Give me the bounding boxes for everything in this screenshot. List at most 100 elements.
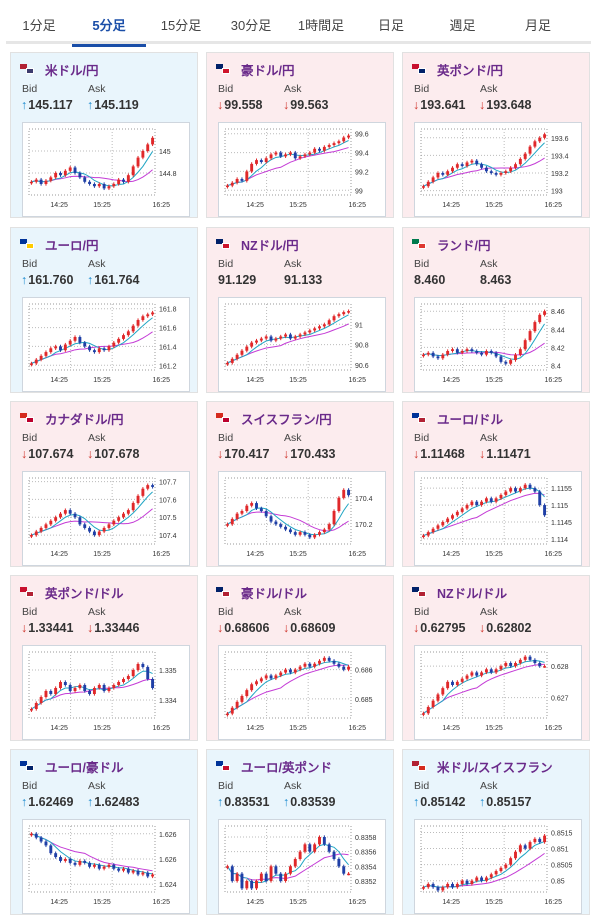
pair-card[interactable]: 米ドル/円 Bid Ask ↑145.117 ↑145.119 145 144.8… <box>10 52 198 218</box>
ask-arrow-icon: ↓ <box>87 447 94 461</box>
pair-name-link[interactable]: ランド/円 <box>437 238 491 253</box>
y-tick-label: 8.4 <box>551 363 561 370</box>
candle <box>288 866 292 874</box>
plot-frame <box>420 128 548 196</box>
pair-name-link[interactable]: 豪ドル/円 <box>241 63 295 78</box>
pair-name-link[interactable]: 英ポンド/円 <box>437 63 503 78</box>
pair-name-link[interactable]: ユーロ/豪ドル <box>45 760 124 775</box>
pair-card[interactable]: NZドル/円 Bid Ask 91.129 91.133 91 90.8 90.6 1… <box>206 227 394 393</box>
pair-card[interactable]: スイスフラン/円 Bid Ask ↓170.417 ↓170.433 170.4… <box>206 401 394 567</box>
tab-5min[interactable]: 5分足 <box>72 8 146 47</box>
candle <box>54 517 58 521</box>
candle <box>112 520 116 525</box>
candle <box>269 154 273 159</box>
candle <box>489 874 493 878</box>
x-tick-label: 16:25 <box>544 377 562 384</box>
moving-average-long <box>227 853 349 881</box>
pair-name-link[interactable]: NZドル/円 <box>241 238 299 253</box>
mini-candle-chart[interactable]: 1.335 1.334 14:25 15:25 16:25 <box>22 645 190 740</box>
x-tick-label: 16:25 <box>544 202 562 209</box>
mini-candle-chart[interactable]: 99.6 99.4 99.2 99 14:25 15:25 16:25 <box>218 122 386 217</box>
mini-candle-chart[interactable]: 170.4 170.2 14:25 15:25 16:25 <box>218 471 386 566</box>
candle <box>259 678 263 682</box>
mini-candle-chart[interactable]: 1.626 1.626 1.624 14:25 15:25 16:25 <box>22 819 190 914</box>
pair-header: NZドル/ドル <box>412 583 507 601</box>
mini-candle-chart[interactable]: 145 144.8 14:25 15:25 16:25 <box>22 122 190 217</box>
pair-card[interactable]: 豪ドル/円 Bid Ask ↓99.558 ↓99.563 99.6 99.4 99… <box>206 52 394 218</box>
y-tick-label: 144.8 <box>159 171 177 178</box>
pair-name-link[interactable]: 豪ドル/ドル <box>241 586 307 601</box>
pair-card[interactable]: ユーロ/英ポンド Bid Ask ↑0.83531 ↑0.83539 0.835… <box>206 749 394 915</box>
candle <box>146 314 150 317</box>
tab-1hour[interactable]: 1時間足 <box>297 18 345 33</box>
pair-name-link[interactable]: スイスフラン/円 <box>241 412 332 427</box>
mini-candle-chart[interactable]: 0.686 0.685 14:25 15:25 16:25 <box>218 645 386 740</box>
candle <box>274 866 278 874</box>
bid-value: 1.62469 <box>28 795 74 809</box>
pair-name-link[interactable]: ユーロ/ドル <box>437 412 503 427</box>
tab-daily[interactable]: 日足 <box>377 18 404 33</box>
country-flag-icon <box>216 587 230 597</box>
mini-candle-chart[interactable]: 161.8 161.6 161.4 161.2 14:25 15:25 16:25 <box>22 297 190 392</box>
mini-candle-chart[interactable]: 0.628 0.627 14:25 15:25 16:25 <box>414 645 582 740</box>
candle <box>235 873 239 881</box>
mini-candle-chart[interactable]: 107.7 107.6 107.5 107.4 14:25 15:25 16:25 <box>22 471 190 566</box>
pair-name-link[interactable]: ユーロ/英ポンド <box>241 760 332 775</box>
plot-frame <box>224 825 352 893</box>
candle <box>465 505 469 509</box>
pair-name-link[interactable]: カナダドル/円 <box>45 412 124 427</box>
pair-card[interactable]: ユーロ/円 Bid Ask ↑161.760 ↑161.764 161.8 161… <box>10 227 198 393</box>
candle <box>455 164 459 168</box>
tab-weekly[interactable]: 週足 <box>449 18 476 33</box>
candle <box>68 685 72 691</box>
pair-name-link[interactable]: 米ドル/円 <box>45 63 99 78</box>
pair-name-link[interactable]: 米ドル/スイスフラン <box>437 760 553 775</box>
mini-candle-chart[interactable]: 8.46 8.44 8.42 8.4 14:25 15:25 16:25 <box>414 297 582 392</box>
candle <box>484 167 488 172</box>
pair-card[interactable]: ランド/円 Bid Ask 8.460 8.463 8.46 8.44 8.42 8.… <box>402 227 590 393</box>
tab-30min[interactable]: 30分足 <box>230 18 272 33</box>
candle <box>337 141 341 144</box>
bid-price: ↓99.558 <box>217 98 262 112</box>
ask-price: ↓107.678 <box>87 447 139 461</box>
x-tick-label: 14:25 <box>50 377 68 384</box>
pair-card[interactable]: 英ポンド/ドル Bid Ask ↓1.33441 ↓1.33446 1.335 1… <box>10 575 198 741</box>
mini-candle-chart[interactable]: 0.8358 0.8356 0.8354 0.8352 14:25 15:25 16:25 <box>218 819 386 914</box>
ask-label: Ask <box>480 606 498 618</box>
pair-card[interactable]: ユーロ/ドル Bid Ask ↓1.11468 ↓1.11471 1.1155 1… <box>402 401 590 567</box>
candle <box>514 164 517 168</box>
candle <box>225 362 229 365</box>
tab-15min[interactable]: 15分足 <box>160 18 202 33</box>
pair-card[interactable]: NZドル/ドル Bid Ask ↓0.62795 ↓0.62802 0.628 0… <box>402 575 590 741</box>
candle <box>342 137 346 142</box>
candle <box>269 675 273 679</box>
candle <box>480 501 484 506</box>
pair-name-link[interactable]: 英ポンド/ドル <box>45 586 124 601</box>
tab-monthly[interactable]: 月足 <box>524 18 551 33</box>
mini-candle-chart[interactable]: 193.6 193.4 193.2 193 14:25 15:25 16:25 <box>414 122 582 217</box>
x-tick-label: 15:25 <box>289 377 307 384</box>
pair-card[interactable]: 豪ドル/ドル Bid Ask ↓0.68606 ↓0.68609 0.686 0.… <box>206 575 394 741</box>
pair-card[interactable]: 米ドル/スイスフラン Bid Ask ↑0.85142 ↑0.85157 0.8… <box>402 749 590 915</box>
pair-card[interactable]: カナダドル/円 Bid Ask ↓107.674 ↓107.678 107.7 1… <box>10 401 198 567</box>
pair-card[interactable]: ユーロ/豪ドル Bid Ask ↑1.62469 ↑1.62483 1.626 1… <box>10 749 198 915</box>
candle <box>44 524 48 528</box>
candle <box>288 529 292 533</box>
pair-name-link[interactable]: NZドル/ドル <box>437 586 508 601</box>
mini-candle-chart[interactable]: 91 90.8 90.6 14:25 15:25 16:25 <box>218 297 386 392</box>
candle <box>49 177 53 181</box>
candle <box>34 703 38 709</box>
y-tick-label: 1.115 <box>551 503 568 510</box>
tab-1min[interactable]: 1分足 <box>22 18 56 33</box>
bid-label: Bid <box>22 83 38 95</box>
candle <box>499 867 503 872</box>
plot-frame <box>28 303 156 371</box>
mini-candle-chart[interactable]: 1.1155 1.115 1.1145 1.114 14:25 15:25 16:25 <box>414 471 582 566</box>
pair-card[interactable]: 英ポンド/円 Bid Ask ↓193.641 ↓193.648 193.6 19… <box>402 52 590 218</box>
pair-header: NZドル/円 <box>216 235 299 253</box>
candle <box>97 184 101 187</box>
candle <box>293 859 297 867</box>
candle <box>73 688 77 691</box>
pair-name-link[interactable]: ユーロ/円 <box>45 238 99 253</box>
mini-candle-chart[interactable]: 0.8515 0.851 0.8505 0.85 14:25 15:25 16:25 <box>414 819 582 914</box>
